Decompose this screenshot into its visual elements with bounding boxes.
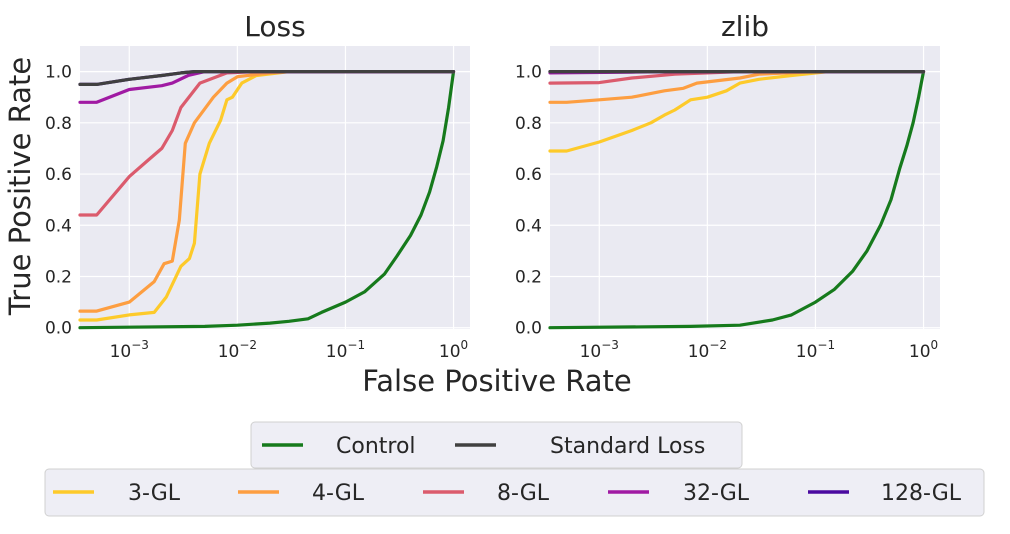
legend-label: 3-GL [128, 481, 181, 506]
x-tick-label: 10−3 [110, 338, 149, 362]
legend-label: Control [336, 434, 416, 459]
series-line-3-gl [548, 70, 926, 153]
y-tick-label: 0.0 [45, 319, 72, 339]
series-line-control [78, 70, 456, 330]
x-tick-label: 100 [439, 338, 468, 362]
legend-box [44, 468, 985, 517]
series-line-4-gl [78, 70, 456, 313]
x-tick-label: 10−2 [218, 338, 257, 362]
y-tick-label: 0.2 [515, 267, 542, 287]
panel-zlib: 0.0 0.2 0.4 0.6 0.8 1.0 10−3 10−2 10−1 100 zlib [515, 10, 940, 362]
y-tick-label: 0.6 [45, 165, 72, 185]
y-tick-label: 1.0 [515, 63, 542, 83]
y-tick-label: 0.4 [515, 216, 542, 236]
y-tick-label: 0.8 [515, 114, 542, 134]
y-tick-label: 1.0 [45, 63, 72, 83]
series-line-3-gl [78, 70, 456, 322]
x-tick-label: 100 [909, 338, 938, 362]
y-tick-label: 0.6 [515, 165, 542, 185]
legend-box [250, 421, 743, 469]
legend-entry-8-gl: 8-GL [423, 481, 550, 506]
legend-label: 8-GL [497, 481, 550, 506]
legend-entry-3-gl: 3-GL [53, 481, 181, 506]
legend-entry-4-gl: 4-GL [238, 481, 365, 506]
series-line-control [548, 70, 926, 330]
y-tick-label: 0.4 [45, 216, 72, 236]
x-tick-label: 10−1 [796, 338, 835, 362]
y-axis-label: True Positive Rate [3, 57, 37, 316]
legend-1: Control Standard Loss [250, 421, 743, 469]
legend-label: 4-GL [312, 481, 365, 506]
y-tick-label: 0.2 [45, 267, 72, 287]
plot-area [550, 46, 940, 329]
panel-title: Loss [244, 10, 305, 43]
plot-area [80, 46, 470, 329]
x-tick-label: 10−1 [326, 338, 365, 362]
panel-loss: 0.0 0.2 0.4 0.6 0.8 1.0 10−3 10−2 10−1 100 Loss [45, 10, 470, 362]
legend-label: Standard Loss [550, 434, 705, 459]
legend-entry-128-gl: 128-GL [808, 481, 962, 506]
series-line-standard-loss [78, 70, 456, 86]
y-tick-label: 0.8 [45, 114, 72, 134]
legend-entry-32-gl: 32-GL [608, 481, 750, 506]
legend-label: 32-GL [683, 481, 750, 506]
x-axis-label: False Positive Rate [362, 364, 632, 398]
series-line-4-gl [548, 70, 926, 104]
legend-entry-standard-loss: Standard Loss [455, 434, 705, 459]
panel-title: zlib [721, 10, 769, 43]
legend-2: 3-GL 4-GL 8-GL 32-GL 128-GL [44, 468, 985, 517]
x-tick-label: 10−2 [688, 338, 727, 362]
legend-label: 128-GL [881, 481, 962, 506]
legend-entry-control: Control [262, 434, 416, 459]
x-tick-label: 10−3 [580, 338, 619, 362]
y-tick-label: 0.0 [515, 319, 542, 339]
